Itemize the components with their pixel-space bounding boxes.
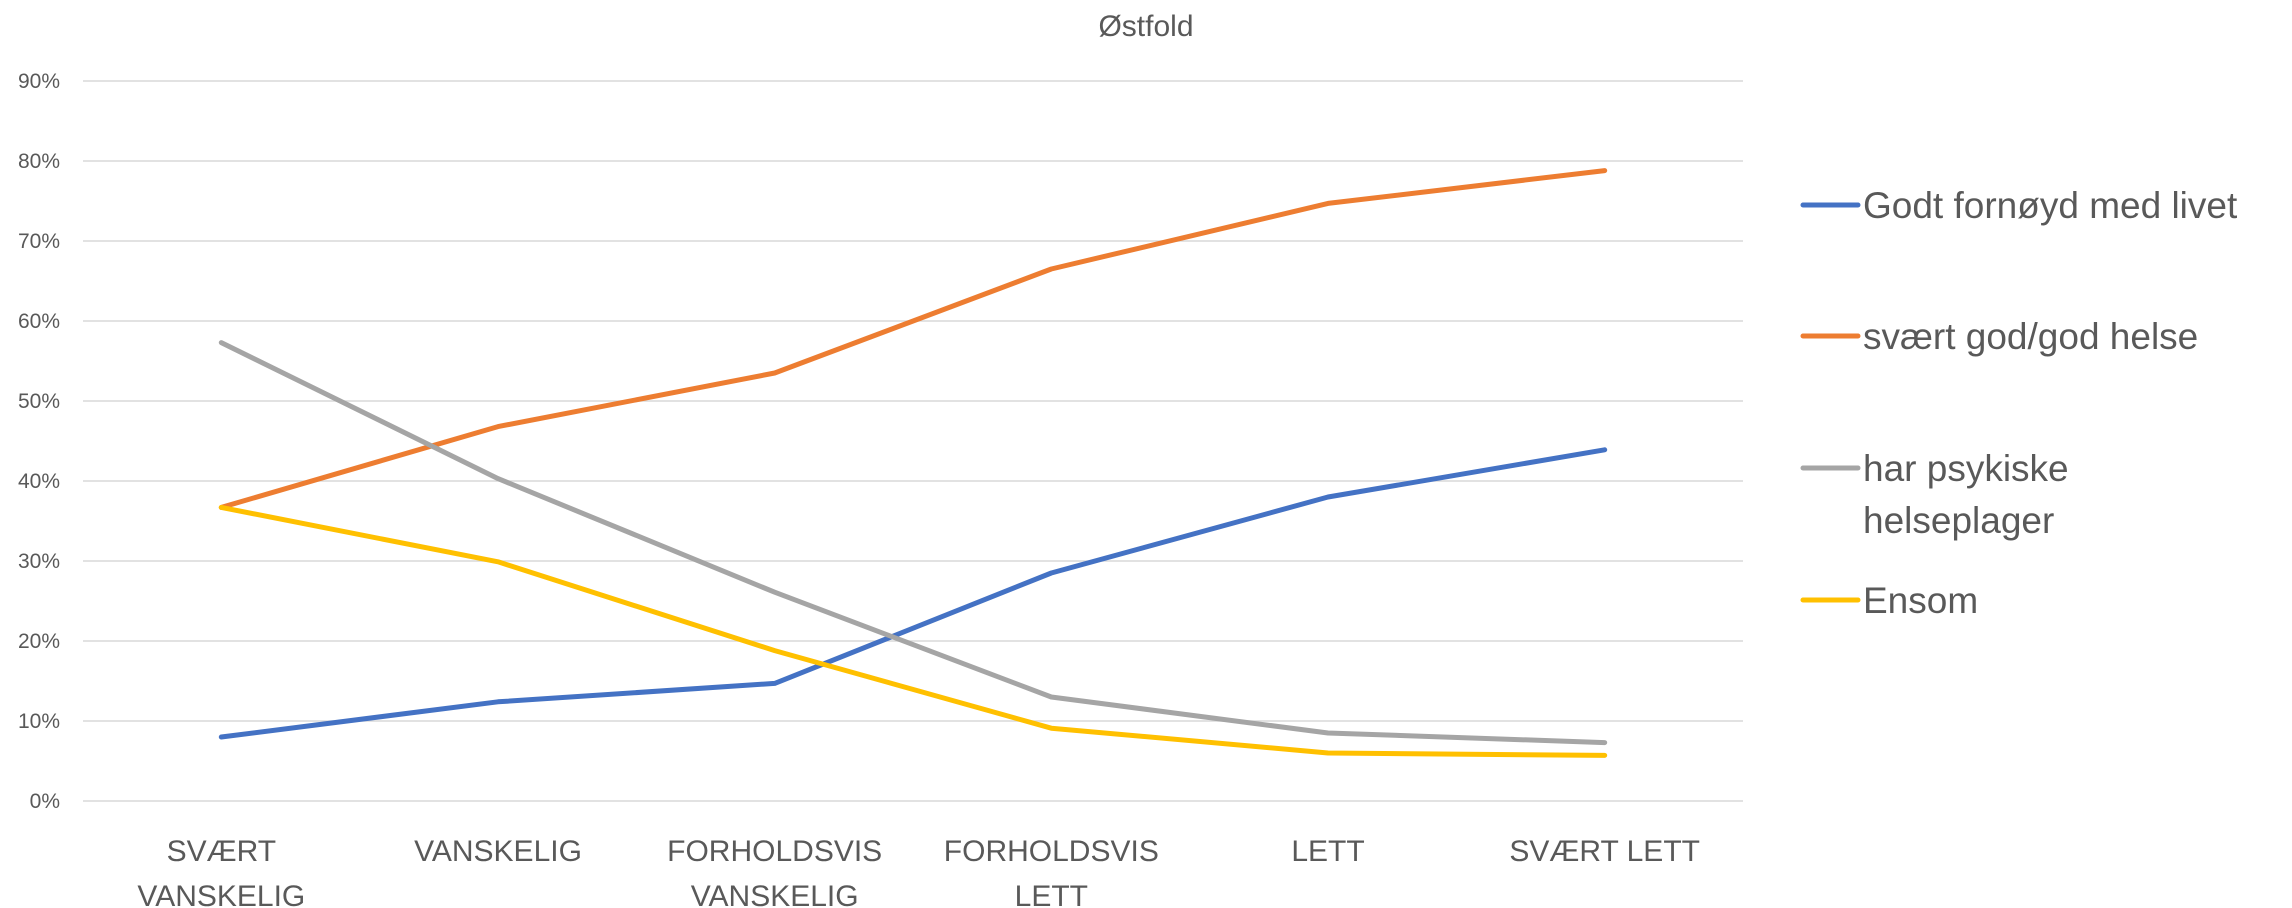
legend-label-3: har psykiske helseplager [1863, 448, 2069, 541]
legend: Godt fornøyd med livet svært god/god hels… [1800, 185, 2238, 621]
y-tick-label: 40% [18, 470, 60, 493]
x-axis-ticks: SVÆRT VANSKELIG VANSKELIG FORHOLDSVIS VANSKE… [137, 835, 1700, 908]
chart-title: Østfold [1098, 10, 1193, 43]
x-tick-label: SVÆRT LETT [1509, 835, 1700, 868]
y-axis-ticks: 0% 10% 20% 30% 40% 50% 60% 70% 80% 90% [18, 70, 60, 813]
y-tick-label: 70% [18, 230, 60, 253]
y-tick-label: 50% [18, 390, 60, 413]
series-line-3 [218, 340, 1608, 746]
x-tick-label: FORHOLDSVIS LETT [944, 835, 1159, 908]
legend-label-4: Ensom [1863, 580, 1978, 621]
y-tick-label: 10% [18, 710, 60, 733]
y-tick-label: 60% [18, 310, 60, 333]
legend-label-1: Godt fornøyd med livet [1863, 185, 2238, 226]
legend-label-2: svært god/god helse [1863, 316, 2198, 357]
y-tick-label: 30% [18, 550, 60, 573]
y-tick-label: 90% [18, 70, 60, 93]
x-tick-label: VANSKELIG [414, 835, 582, 868]
series-line-1 [218, 447, 1608, 740]
x-tick-label: SVÆRT VANSKELIG [137, 835, 305, 908]
y-tick-label: 20% [18, 630, 60, 653]
series-line-2 [218, 168, 1608, 510]
y-tick-label: 0% [30, 790, 60, 813]
x-tick-label: LETT [1291, 835, 1364, 868]
y-tick-label: 80% [18, 150, 60, 173]
x-tick-label: FORHOLDSVIS VANSKELIG [667, 835, 882, 908]
series-lines [218, 168, 1608, 758]
gridlines [83, 80, 1743, 802]
series-line-4 [218, 504, 1608, 758]
